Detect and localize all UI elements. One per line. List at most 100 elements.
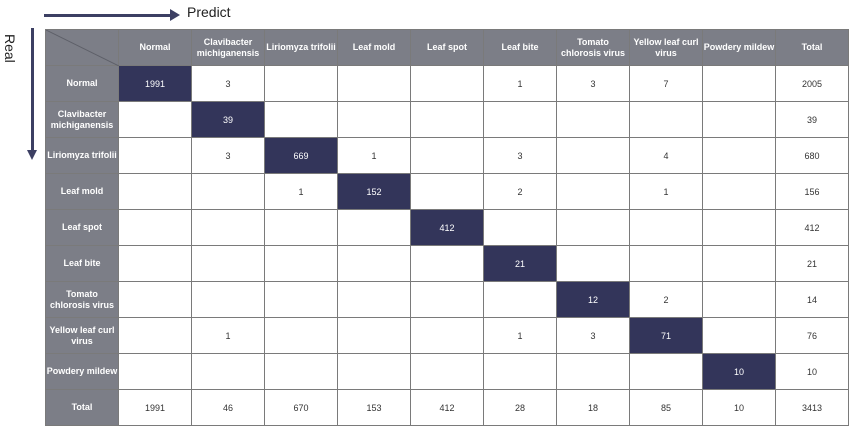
matrix-cell: 10 (702, 389, 776, 426)
column-header: Leaf spot (410, 29, 484, 66)
matrix-cell: 2 (483, 173, 557, 210)
matrix-cell: 3 (191, 137, 265, 174)
matrix-cell: 412 (775, 209, 849, 246)
matrix-cell (702, 65, 776, 102)
matrix-cell (337, 245, 411, 282)
matrix-cell: 76 (775, 317, 849, 354)
matrix-cell: 153 (337, 389, 411, 426)
matrix-cell: 1 (483, 65, 557, 102)
row-header: Normal (45, 65, 119, 102)
table-row: Total 1991 46 670 153 412 28 18 85 10 3413 (45, 389, 849, 426)
matrix-cell: 28 (483, 389, 557, 426)
matrix-cell (118, 353, 192, 390)
table-row: Clavibacter michiganensis 39 39 (45, 101, 849, 138)
column-header: Total (775, 29, 849, 66)
matrix-cell (483, 101, 557, 138)
matrix-cell: 3 (191, 65, 265, 102)
matrix-cell: 4 (629, 137, 703, 174)
matrix-cell (264, 245, 338, 282)
matrix-cell (264, 101, 338, 138)
matrix-cell: 1 (264, 173, 338, 210)
row-header: Yellow leaf curl virus (45, 317, 119, 354)
matrix-cell (191, 173, 265, 210)
matrix-cell (264, 65, 338, 102)
row-header: Powdery mildew (45, 353, 119, 390)
matrix-cell: 3413 (775, 389, 849, 426)
matrix-cell (191, 245, 265, 282)
table-row: Leaf spot 412 412 (45, 209, 849, 246)
diagonal-cell: 412 (410, 209, 484, 246)
matrix-cell (556, 245, 630, 282)
row-header: Leaf mold (45, 173, 119, 210)
diagonal-cell: 669 (264, 137, 338, 174)
column-header: Yellow leaf curl virus (629, 29, 703, 66)
diagonal-cell: 1991 (118, 65, 192, 102)
matrix-cell: 3 (556, 65, 630, 102)
matrix-cell: 670 (264, 389, 338, 426)
row-header: Liriomyza trifolii (45, 137, 119, 174)
matrix-cell: 1 (483, 317, 557, 354)
matrix-cell (483, 353, 557, 390)
matrix-cell: 680 (775, 137, 849, 174)
corner-cell (45, 29, 119, 66)
matrix-cell (410, 65, 484, 102)
matrix-cell: 14 (775, 281, 849, 318)
matrix-cell (702, 209, 776, 246)
matrix-cell (118, 317, 192, 354)
matrix-cell (410, 317, 484, 354)
matrix-cell (191, 353, 265, 390)
matrix-cell (702, 137, 776, 174)
matrix-cell (337, 101, 411, 138)
row-header: Leaf bite (45, 245, 119, 282)
matrix-cell (629, 101, 703, 138)
diagonal-cell: 10 (702, 353, 776, 390)
matrix-cell: 412 (410, 389, 484, 426)
matrix-cell (337, 281, 411, 318)
table-row: Leaf bite 21 21 (45, 245, 849, 282)
matrix-cell (556, 137, 630, 174)
predict-arrow (44, 14, 172, 17)
matrix-cell: 7 (629, 65, 703, 102)
matrix-cell (629, 245, 703, 282)
matrix-cell: 1991 (118, 389, 192, 426)
corner-diagonal-line (46, 30, 119, 66)
diagonal-cell: 21 (483, 245, 557, 282)
matrix-cell (410, 173, 484, 210)
row-header: Clavibacter michiganensis (45, 101, 119, 138)
matrix-cell (191, 281, 265, 318)
matrix-cell (702, 317, 776, 354)
matrix-cell (629, 209, 703, 246)
matrix-cell (410, 353, 484, 390)
matrix-cell (556, 209, 630, 246)
predict-arrow-head-icon (170, 9, 180, 21)
matrix-cell (118, 245, 192, 282)
matrix-cell (118, 281, 192, 318)
matrix-cell: 18 (556, 389, 630, 426)
matrix-cell (483, 209, 557, 246)
column-header: Leaf bite (483, 29, 557, 66)
column-header: Clavibacter michiganensis (191, 29, 265, 66)
matrix-cell: 3 (556, 317, 630, 354)
matrix-cell (337, 65, 411, 102)
matrix-cell (337, 209, 411, 246)
matrix-cell: 2005 (775, 65, 849, 102)
matrix-cell: 85 (629, 389, 703, 426)
matrix-cell (702, 101, 776, 138)
matrix-cell: 156 (775, 173, 849, 210)
diagonal-cell: 152 (337, 173, 411, 210)
matrix-cell (264, 209, 338, 246)
diagonal-cell: 39 (191, 101, 265, 138)
matrix-cell (556, 101, 630, 138)
matrix-cell: 21 (775, 245, 849, 282)
matrix-cell: 3 (483, 137, 557, 174)
matrix-cell (118, 209, 192, 246)
column-header: Liriomyza trifolii (264, 29, 338, 66)
confusion-matrix-table: Normal Clavibacter michiganensis Liriomyza… (45, 29, 849, 426)
row-header: Total (45, 389, 119, 426)
column-header: Leaf mold (337, 29, 411, 66)
matrix-cell (337, 353, 411, 390)
matrix-cell: 10 (775, 353, 849, 390)
matrix-cell: 39 (775, 101, 849, 138)
matrix-cell (702, 281, 776, 318)
matrix-cell (483, 281, 557, 318)
